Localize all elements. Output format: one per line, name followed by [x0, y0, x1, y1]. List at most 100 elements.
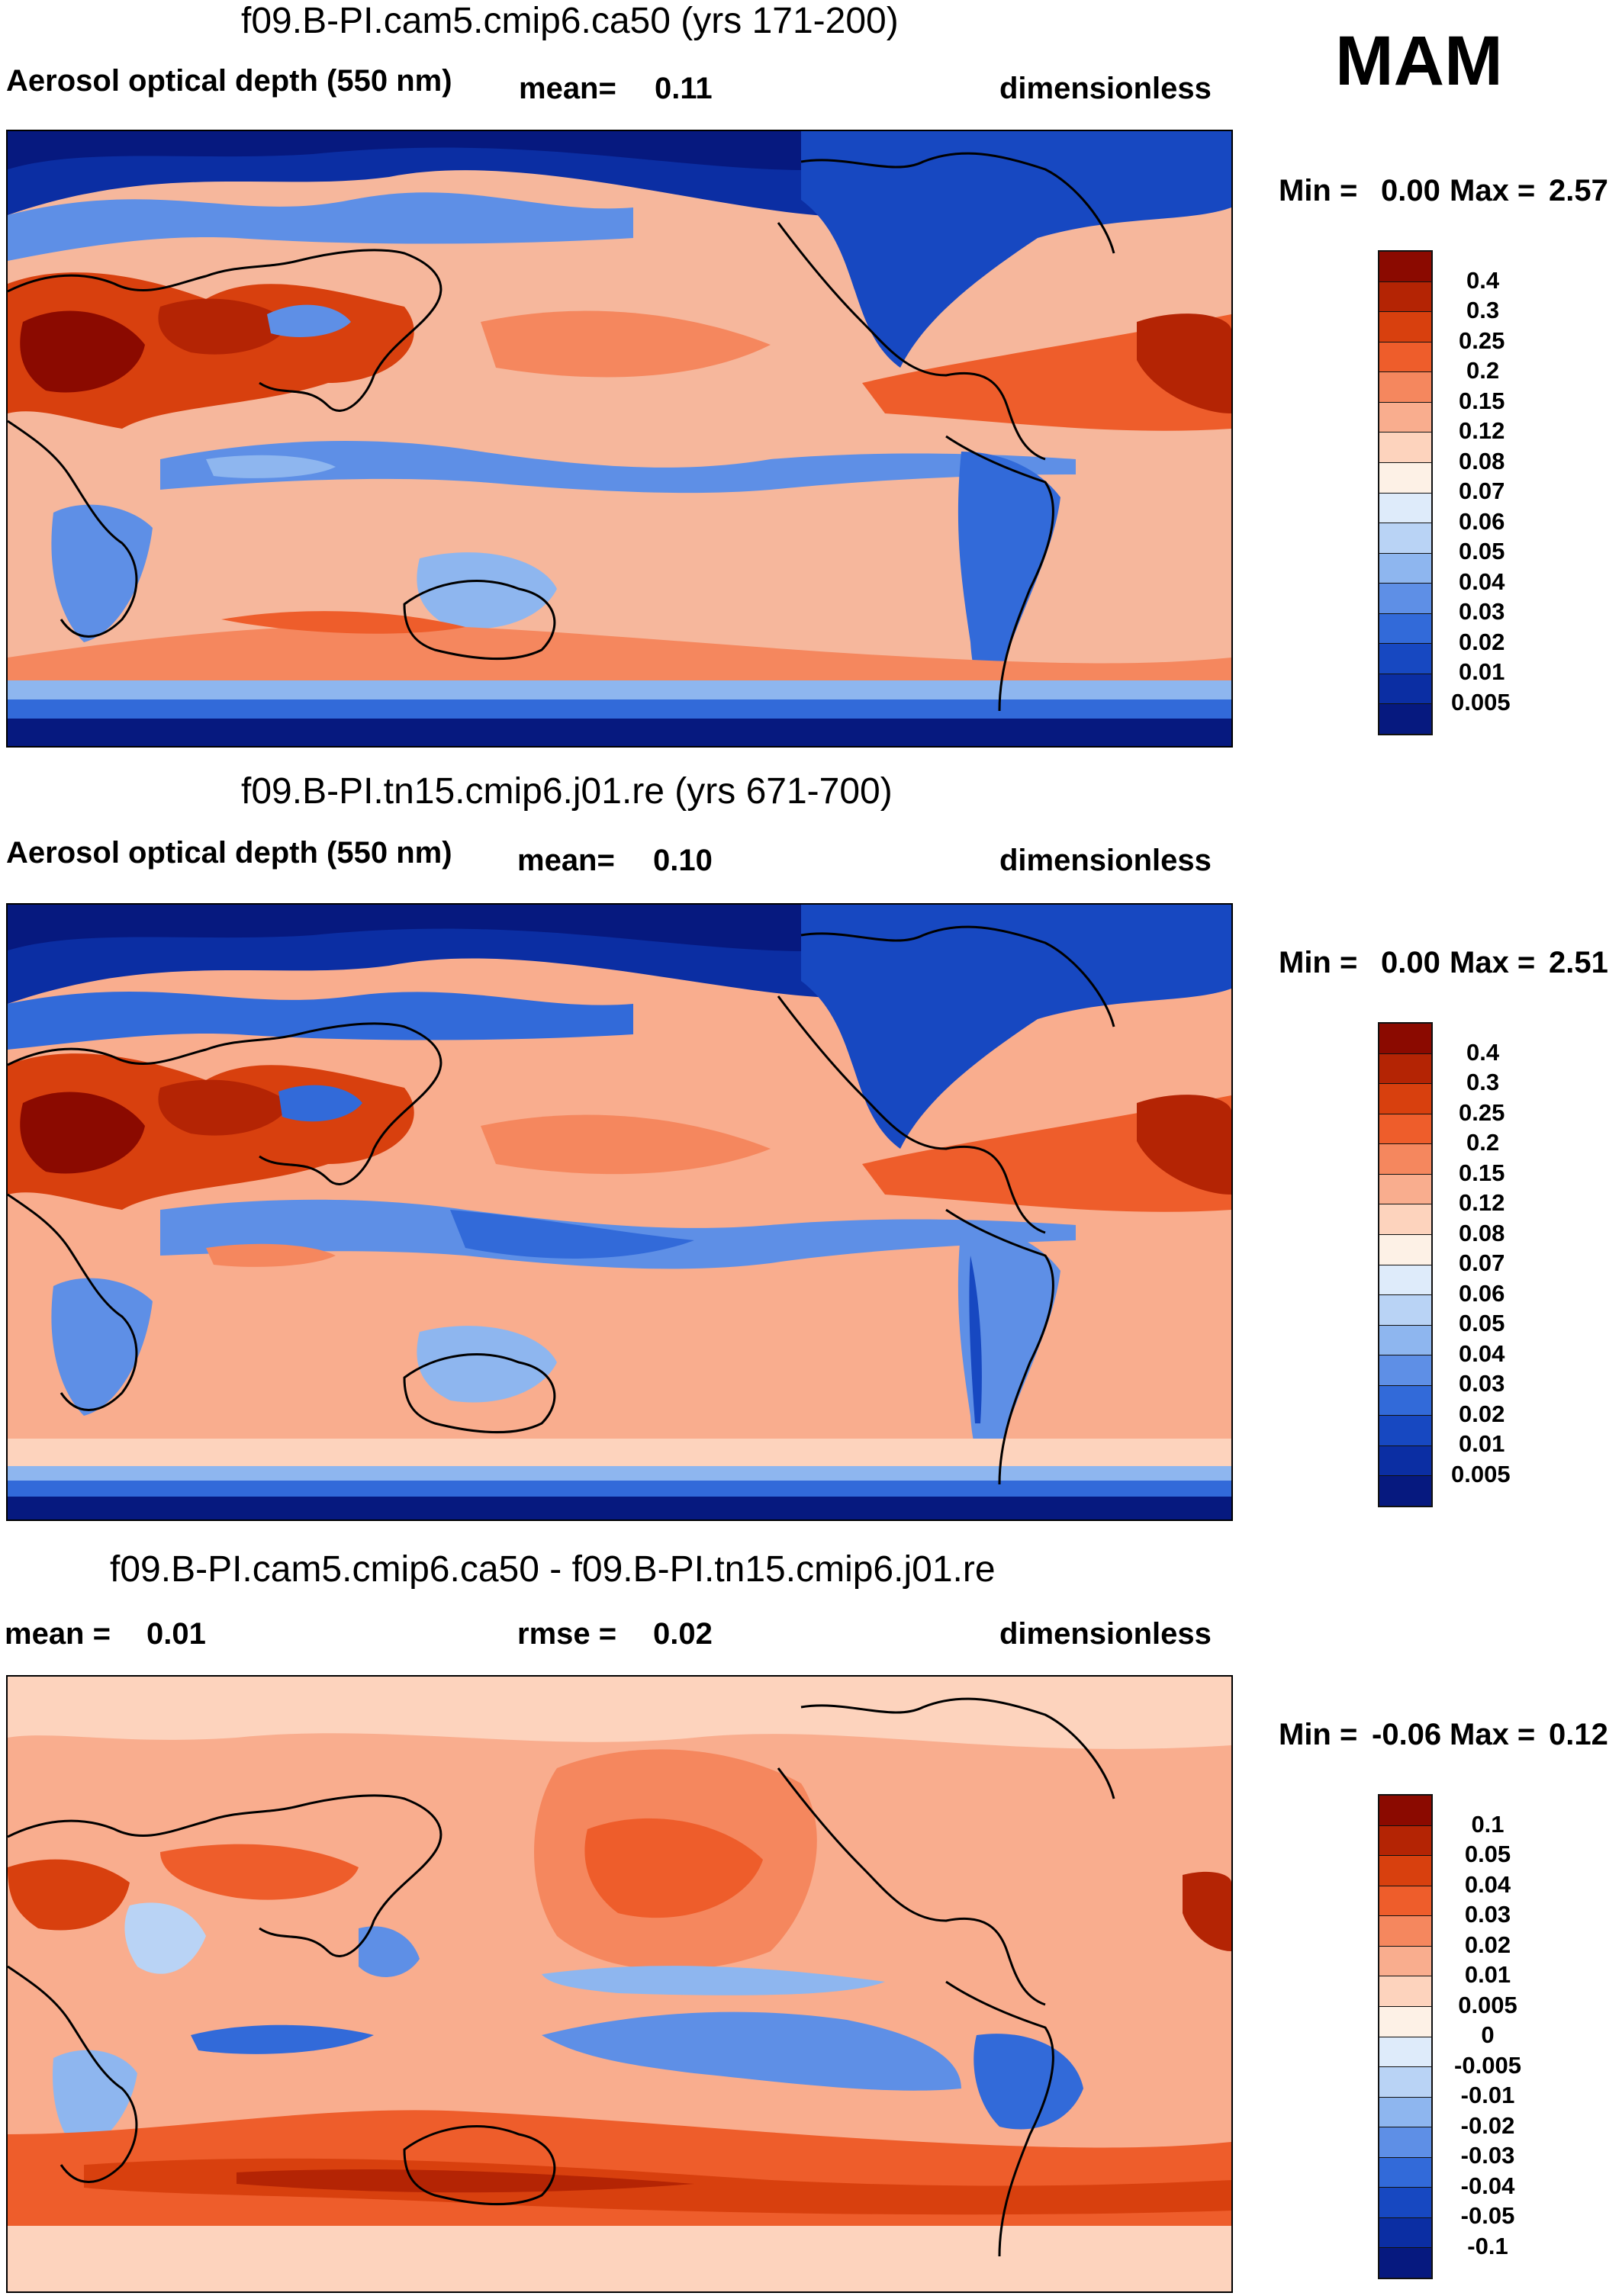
- panel-1-max-value: 2.57: [1549, 174, 1608, 207]
- panel-1-colorbar-label: 0.4: [1466, 266, 1500, 294]
- panel-2-colorbar-swatch: [1379, 1445, 1431, 1477]
- panel-2-max-value: 2.51: [1549, 946, 1608, 979]
- panel-2-colorbar-label: 0.06: [1459, 1279, 1505, 1307]
- panel-1-mean-label: mean=: [519, 72, 616, 105]
- panel-1-colorbar-swatch: [1379, 553, 1431, 584]
- panel-1-colorbar-label: 0.06: [1459, 507, 1505, 535]
- panel-1-colorbar-label: 0.05: [1459, 538, 1505, 564]
- panel-2-min-label: Min =: [1279, 946, 1358, 979]
- panel-1-colorbar-swatch: [1379, 462, 1431, 494]
- panel-1-colorbar-label: 0.01: [1459, 658, 1505, 685]
- panel-2-mean-label: mean=: [517, 844, 615, 877]
- panel-3-colorbar-label: -0.05: [1460, 2202, 1515, 2229]
- panel-1-colorbar-swatch: [1379, 342, 1431, 373]
- panel-2-variable-label: Aerosol optical depth (550 nm): [6, 836, 452, 870]
- panel-1-colorbar-swatch: [1379, 613, 1431, 645]
- panel-1-colorbar-label: 0.2: [1466, 357, 1500, 384]
- panel-2-colorbar-label: 0.3: [1466, 1069, 1500, 1095]
- season-label: MAM: [1335, 22, 1503, 100]
- panel-3-rmse-label: rmse =: [517, 1617, 617, 1651]
- panel-2-colorbar-label: 0.03: [1459, 1370, 1505, 1397]
- panel-3-colorbar-swatch: [1379, 1856, 1431, 1886]
- panel-3-units: dimensionless: [999, 1617, 1212, 1651]
- panel-3-colorbar: [1378, 1794, 1433, 2279]
- panel-3-colorbar-label: 0.05: [1464, 1841, 1511, 1867]
- panel-3-colorbar-label: 0.005: [1458, 1991, 1517, 2018]
- panel-2-colorbar-label: 0.12: [1459, 1189, 1505, 1216]
- panel-2-aod-field: [8, 905, 1231, 1519]
- panel-1-colorbar-swatch: [1379, 523, 1431, 554]
- panel-1-colorbar-label: 0.03: [1459, 598, 1505, 625]
- panel-2-colorbar-swatch: [1379, 1295, 1431, 1326]
- panel-3-colorbar-label: -0.02: [1460, 2111, 1515, 2139]
- panel-1-colorbar-label: 0.08: [1459, 447, 1505, 474]
- panel-3-difference-field: [8, 1677, 1231, 2291]
- panel-2-map: [6, 903, 1233, 1521]
- panel-3-colorbar-label: -0.005: [1454, 2051, 1521, 2079]
- panel-1-colorbar-swatch: [1379, 644, 1431, 674]
- panel-3-colorbar-label: 0.04: [1464, 1870, 1511, 1898]
- panel-2-colorbar-swatch: [1379, 1114, 1431, 1145]
- panel-3-colorbar-swatch: [1379, 2248, 1431, 2278]
- panel-3-colorbar-swatch: [1379, 1796, 1431, 1826]
- panel-3-colorbar-swatch: [1379, 1886, 1431, 1917]
- panel-1-colorbar-swatch: [1379, 674, 1431, 705]
- panel-3-colorbar-swatch: [1379, 2067, 1431, 2098]
- panel-2-colorbar-swatch: [1379, 1053, 1431, 1085]
- panel-2-colorbar-swatch: [1379, 1174, 1431, 1205]
- panel-2-max-label: Max =: [1450, 946, 1536, 979]
- panel-3-colorbar-label: 0.03: [1464, 1901, 1511, 1928]
- panel-3-colorbar-label: -0.03: [1460, 2142, 1515, 2169]
- panel-3-colorbar-swatch: [1379, 2006, 1431, 2037]
- panel-2-colorbar-label: 0.04: [1459, 1339, 1505, 1367]
- panel-1-colorbar-swatch: [1379, 493, 1431, 524]
- panel-1-colorbar: [1378, 250, 1433, 735]
- panel-1-min-label: Min =: [1279, 174, 1358, 207]
- panel-3-colorbar-swatch: [1379, 2157, 1431, 2188]
- panel-1-mean-value: 0.11: [655, 72, 713, 105]
- panel-2-colorbar-swatch: [1379, 1234, 1431, 1265]
- panel-3-min-value: -0.06: [1372, 1718, 1442, 1751]
- panel-1-colorbar-label: 0.07: [1459, 478, 1505, 504]
- panel-2-colorbar-swatch: [1379, 1204, 1431, 1235]
- panel-3-colorbar-swatch: [1379, 2188, 1431, 2218]
- panel-2-colorbar-label: 0.08: [1459, 1219, 1505, 1246]
- panel-2-colorbar-label: 0.2: [1466, 1129, 1500, 1156]
- panel-1-min-value: 0.00: [1381, 174, 1440, 207]
- panel-1-colorbar-label: 0.3: [1466, 297, 1500, 323]
- panel-3-colorbar-label: -0.1: [1467, 2232, 1508, 2259]
- panel-1-map: [6, 130, 1233, 748]
- panel-3-rmse-value: 0.02: [653, 1617, 713, 1651]
- panel-2-colorbar-label: 0.01: [1459, 1430, 1505, 1457]
- panel-3-colorbar-label: 0.01: [1464, 1961, 1511, 1988]
- panel-2-colorbar-label: 0.4: [1466, 1038, 1500, 1066]
- panel-3-map: [6, 1675, 1233, 2293]
- panel-2-colorbar-label: 0.05: [1459, 1310, 1505, 1336]
- panel-1-colorbar-swatch: [1379, 252, 1431, 282]
- panel-3-colorbar-label: -0.04: [1460, 2172, 1515, 2199]
- panel-1-title: f09.B-PI.cam5.cmip6.ca50 (yrs 171-200): [241, 1, 899, 41]
- panel-3-colorbar-swatch: [1379, 2127, 1431, 2158]
- panel-2-colorbar-swatch: [1379, 1416, 1431, 1446]
- panel-3-min-label: Min =: [1279, 1718, 1358, 1751]
- panel-3-colorbar-swatch: [1379, 2037, 1431, 2068]
- panel-3-colorbar-swatch: [1379, 2097, 1431, 2128]
- panel-1-variable-label: Aerosol optical depth (550 nm): [6, 64, 452, 98]
- panel-2-colorbar-swatch: [1379, 1325, 1431, 1356]
- panel-3-colorbar-swatch: [1379, 1916, 1431, 1947]
- panel-3-mean-label: mean =: [5, 1617, 111, 1651]
- panel-2-colorbar-swatch: [1379, 1024, 1431, 1054]
- panel-1-colorbar-label: 0.02: [1459, 628, 1505, 655]
- panel-1-colorbar-label: 0.15: [1459, 387, 1505, 414]
- panel-2-colorbar-swatch: [1379, 1385, 1431, 1417]
- panel-2-units: dimensionless: [999, 844, 1212, 877]
- panel-1-colorbar-label: 0.25: [1459, 326, 1505, 354]
- panel-1-colorbar-swatch: [1379, 704, 1431, 734]
- panel-3-colorbar-label: 0.1: [1471, 1810, 1505, 1838]
- panel-1-colorbar-swatch: [1379, 281, 1431, 313]
- panel-1-colorbar-swatch: [1379, 402, 1431, 433]
- panel-3-colorbar-label: -0.01: [1460, 2082, 1515, 2108]
- panel-1-colorbar-swatch: [1379, 372, 1431, 403]
- panel-3-max-label: Max =: [1450, 1718, 1536, 1751]
- panel-1-max-label: Max =: [1450, 174, 1536, 207]
